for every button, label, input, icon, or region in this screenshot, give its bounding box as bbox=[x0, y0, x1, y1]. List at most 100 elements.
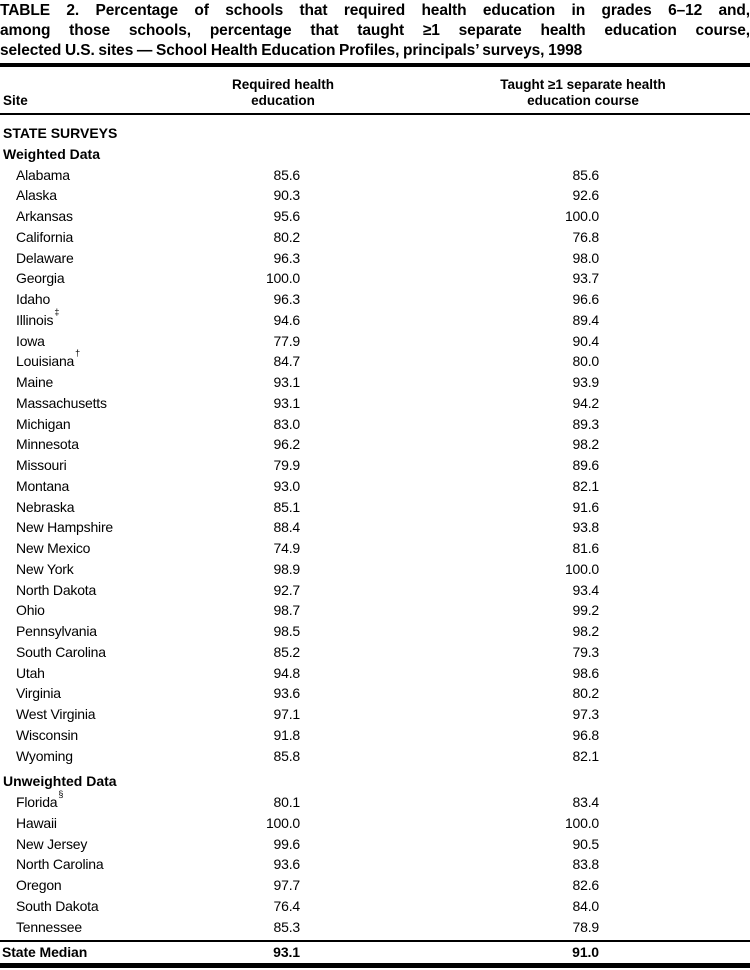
taught-separate-course-value: 100.0 bbox=[564, 208, 599, 224]
empty-cell bbox=[599, 746, 750, 767]
taught-separate-course-value: 93.9 bbox=[572, 374, 600, 390]
taught-separate-course-value: 94.2 bbox=[572, 394, 600, 411]
taught-separate-course-value: 85.6 bbox=[572, 166, 600, 183]
empty-cell bbox=[599, 517, 750, 538]
table-row: Alabama 85.6 85.6 bbox=[0, 165, 750, 186]
site-cell: Florida§ bbox=[16, 788, 64, 810]
taught-separate-course-value: 82.1 bbox=[572, 747, 600, 764]
table-title-line-1: TABLE 2. Percentage of schools that requ… bbox=[0, 2, 750, 19]
taught-separate-course-value: 80.0 bbox=[572, 353, 600, 370]
required-health-education-value: 76.4 bbox=[273, 897, 301, 914]
empty-cell bbox=[599, 854, 750, 875]
site-cell: North Carolina bbox=[16, 856, 104, 873]
taught-separate-course-value: 80.2 bbox=[572, 685, 600, 702]
empty-cell bbox=[599, 725, 750, 746]
empty-cell bbox=[599, 268, 750, 289]
required-health-education-value: 85.2 bbox=[273, 643, 301, 660]
column-header-taught-separate-course: Taught ≥1 separate health education cours… bbox=[478, 77, 688, 109]
taught-separate-course-value: 82.6 bbox=[572, 877, 600, 893]
table-row: Illinois‡ 94.6 89.4 bbox=[0, 306, 750, 331]
taught-separate-course-value: 89.6 bbox=[572, 457, 600, 473]
taught-separate-course-value: 89.4 bbox=[572, 311, 600, 328]
table-row: Arkansas 95.6 100.0 bbox=[0, 206, 750, 227]
table-row: Maine 93.1 93.9 bbox=[0, 372, 750, 393]
taught-separate-course-value: 90.5 bbox=[572, 835, 600, 852]
table-bottom-rule bbox=[0, 963, 750, 968]
table-row: West Virginia 97.1 97.3 bbox=[0, 704, 750, 725]
required-health-education-value: 93.1 bbox=[273, 374, 301, 390]
site-cell: South Dakota bbox=[16, 897, 99, 914]
table-row: North Carolina 93.6 83.8 bbox=[0, 854, 750, 875]
taught-separate-course-value: 90.4 bbox=[572, 332, 600, 349]
footnote-marker: ‡ bbox=[54, 306, 60, 317]
state-median-label: State Median bbox=[2, 944, 88, 961]
site-cell: South Carolina bbox=[16, 643, 106, 660]
taught-separate-course-value: 84.0 bbox=[572, 897, 600, 914]
site-cell: Utah bbox=[16, 664, 45, 681]
taught-separate-course-value: 98.0 bbox=[572, 249, 600, 266]
site-cell: West Virginia bbox=[16, 706, 96, 722]
table-row: Louisiana† 84.7 80.0 bbox=[0, 349, 750, 372]
empty-cell bbox=[599, 942, 750, 963]
table-row: Ohio 98.7 99.2 bbox=[0, 600, 750, 621]
empty-cell bbox=[599, 813, 750, 834]
empty-cell bbox=[599, 538, 750, 559]
taught-header-line1: Taught ≥1 separate health bbox=[500, 77, 666, 92]
empty-cell bbox=[599, 331, 750, 352]
site-cell: Arkansas bbox=[16, 208, 73, 224]
required-health-education-value: 91.8 bbox=[273, 726, 301, 743]
taught-header-line2: education course bbox=[527, 93, 639, 108]
site-cell: Illinois‡ bbox=[16, 306, 60, 328]
table-row: Iowa 77.9 90.4 bbox=[0, 331, 750, 352]
empty-cell bbox=[599, 704, 750, 725]
site-cell: Delaware bbox=[16, 249, 74, 266]
column-header-row: Site Required health education Taught ≥1 … bbox=[0, 67, 750, 113]
required-health-education-value: 93.6 bbox=[273, 685, 301, 702]
site-cell: New Jersey bbox=[16, 835, 88, 852]
taught-separate-course-value: 98.2 bbox=[572, 436, 600, 453]
empty-cell bbox=[599, 834, 750, 855]
taught-separate-course-value: 83.8 bbox=[572, 856, 600, 873]
table-row: New Jersey 99.6 90.5 bbox=[0, 834, 750, 855]
empty-cell bbox=[599, 206, 750, 227]
required-health-education-value: 100.0 bbox=[265, 270, 300, 287]
state-median-taught-value: 91.0 bbox=[572, 944, 599, 961]
site-cell: Tennessee bbox=[16, 918, 82, 935]
site-cell: Maine bbox=[16, 374, 54, 390]
required-health-education-value: 93.0 bbox=[273, 477, 301, 494]
site-cell: North Dakota bbox=[16, 581, 97, 598]
table-row: Idaho 96.3 96.6 bbox=[0, 289, 750, 310]
site-cell: Massachusetts bbox=[16, 394, 107, 411]
site-cell: Alaska bbox=[16, 187, 57, 204]
empty-cell bbox=[599, 455, 750, 476]
table-title-line-3: selected U.S. sites — School Health Educ… bbox=[0, 42, 583, 59]
table-row: California 80.2 76.8 bbox=[0, 227, 750, 248]
empty-cell bbox=[599, 600, 750, 621]
taught-separate-course-value: 82.1 bbox=[572, 477, 600, 494]
site-cell: Virginia bbox=[16, 685, 61, 702]
required-health-education-value: 85.8 bbox=[273, 747, 301, 764]
taught-separate-course-value: 93.4 bbox=[572, 581, 600, 598]
taught-separate-course-value bbox=[300, 144, 599, 165]
table-body: STATE SURVEYS Weighted Data Alabama 85.6 85.… bbox=[0, 115, 750, 937]
title-separator-rule bbox=[0, 63, 750, 67]
header-separator-rule bbox=[0, 113, 750, 115]
site-cell: Alabama bbox=[16, 166, 70, 183]
empty-cell bbox=[599, 123, 750, 144]
site-cell: Missouri bbox=[16, 457, 67, 473]
taught-separate-course-value: 98.2 bbox=[572, 623, 600, 639]
site-cell: New Mexico bbox=[16, 540, 91, 556]
median-separator-rule bbox=[0, 940, 750, 943]
state-median-row: State Median 93.1 91.0 bbox=[0, 942, 750, 963]
site-cell: Georgia bbox=[16, 270, 65, 287]
required-health-education-value: 96.3 bbox=[273, 249, 301, 266]
empty-cell bbox=[599, 476, 750, 497]
empty-cell bbox=[599, 310, 750, 331]
table-row: South Carolina 85.2 79.3 bbox=[0, 642, 750, 663]
taught-separate-course-value: 100.0 bbox=[564, 814, 599, 831]
taught-separate-course-value: 97.3 bbox=[572, 706, 600, 722]
table-row: Montana 93.0 82.1 bbox=[0, 476, 750, 497]
required-health-education-value bbox=[170, 144, 300, 165]
taught-separate-course-value: 96.8 bbox=[572, 726, 600, 743]
required-health-education-value: 95.6 bbox=[273, 208, 301, 224]
